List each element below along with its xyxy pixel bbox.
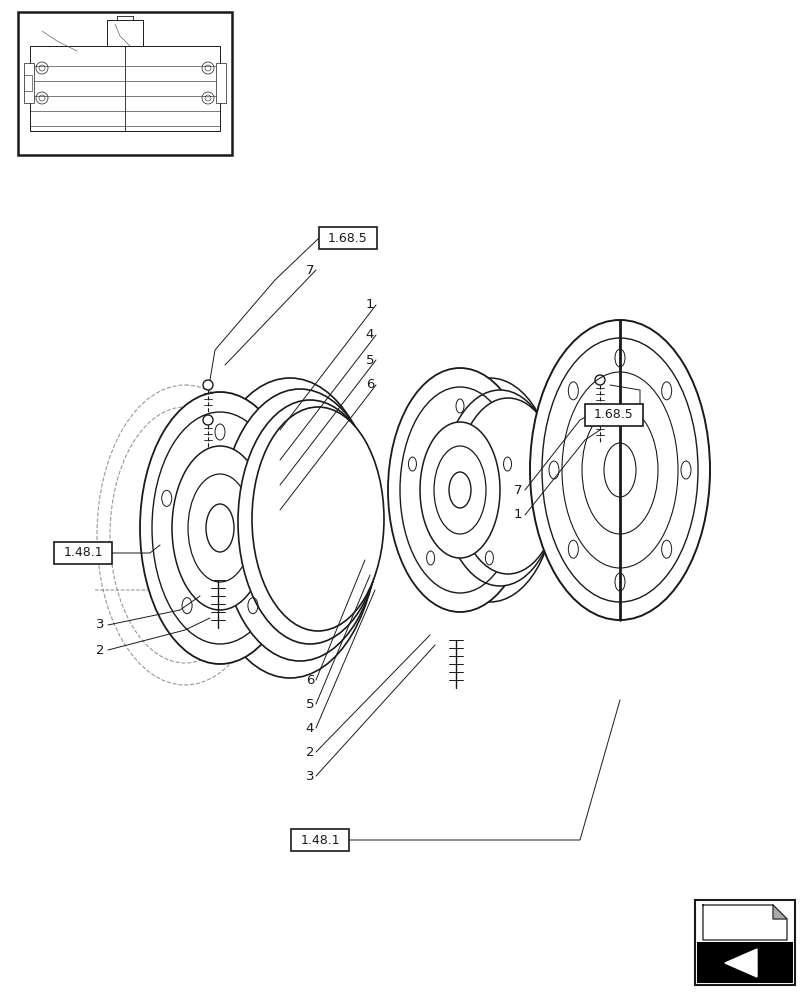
- Bar: [319, 227, 376, 249]
- Text: 2: 2: [306, 746, 314, 758]
- Text: 3: 3: [96, 618, 104, 632]
- Text: 1.68.5: 1.68.5: [328, 232, 367, 244]
- Text: 6: 6: [306, 674, 314, 686]
- Ellipse shape: [388, 368, 531, 612]
- Ellipse shape: [238, 400, 381, 644]
- Polygon shape: [702, 905, 786, 940]
- Text: 4: 4: [306, 722, 314, 734]
- Text: 1.48.1: 1.48.1: [300, 834, 339, 846]
- Bar: [24, 63, 34, 103]
- Ellipse shape: [220, 389, 380, 661]
- Bar: [24, 75, 32, 91]
- Bar: [694, 900, 794, 985]
- Bar: [107, 20, 143, 46]
- Text: 2: 2: [96, 644, 104, 656]
- Polygon shape: [772, 905, 786, 919]
- Ellipse shape: [441, 390, 557, 586]
- Ellipse shape: [202, 378, 378, 678]
- Ellipse shape: [423, 378, 556, 602]
- Bar: [216, 63, 225, 103]
- Bar: [696, 942, 792, 983]
- Text: 7: 7: [306, 263, 314, 276]
- Bar: [30, 46, 220, 131]
- Ellipse shape: [419, 422, 500, 558]
- Text: 5: 5: [365, 354, 374, 366]
- Bar: [54, 542, 112, 564]
- Text: 4: 4: [366, 328, 374, 342]
- Polygon shape: [724, 949, 756, 977]
- Text: 5: 5: [306, 698, 314, 710]
- Text: 6: 6: [366, 378, 374, 391]
- Text: 3: 3: [306, 770, 314, 782]
- Bar: [290, 829, 349, 851]
- Bar: [18, 12, 232, 155]
- Text: 1.48.1: 1.48.1: [63, 546, 103, 560]
- Ellipse shape: [139, 392, 299, 664]
- Bar: [584, 404, 642, 426]
- Text: 1: 1: [513, 508, 521, 522]
- Ellipse shape: [172, 446, 268, 610]
- Ellipse shape: [456, 398, 560, 574]
- Text: 7: 7: [513, 484, 521, 496]
- Text: 1: 1: [365, 298, 374, 312]
- Ellipse shape: [530, 320, 709, 620]
- Text: 1.68.5: 1.68.5: [594, 408, 633, 422]
- Ellipse shape: [251, 407, 384, 631]
